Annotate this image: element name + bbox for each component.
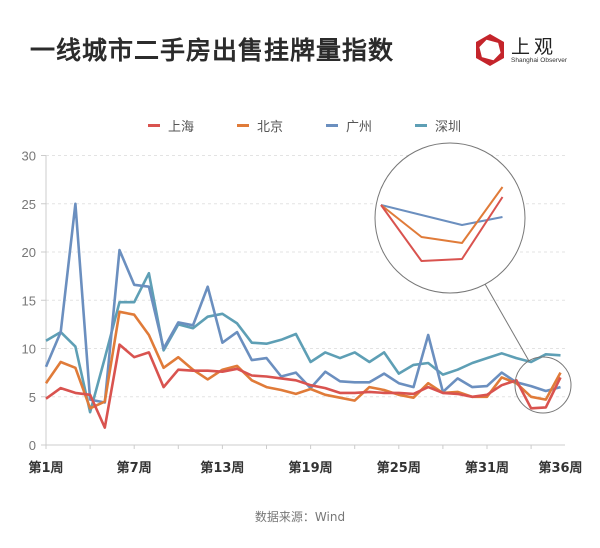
magnified-line-guangzhou [380,204,503,226]
x-tick-label: 第19周 [289,460,333,476]
legend-swatch-icon [237,124,250,127]
x-tick-label: 第1周 [28,460,63,476]
series-line-guangzhou [44,202,561,404]
x-tick-label: 第25周 [377,460,421,476]
legend-label: 广州 [346,120,373,135]
y-tick-label: 25 [22,197,36,212]
legend-item-shenzhen: 深圳 [415,116,461,135]
y-tick-label: 5 [29,390,36,405]
series-line-shenzhen [45,271,561,414]
hexagon-logo-icon [476,34,504,66]
legend-item-guangzhou: 广州 [326,116,372,135]
y-tick-label: 0 [29,438,36,453]
shanghai-observer-logo: 上观 Shanghai Observer [473,33,583,73]
legend-label: 深圳 [435,120,462,135]
legend-label: 北京 [257,120,284,135]
y-tick-label: 20 [22,245,36,260]
magnifier-small-circle [514,356,572,414]
x-tick-label: 第31周 [465,460,509,476]
legend-label: 上海 [168,120,195,135]
magnifier-connector [484,283,530,362]
x-tick-label: 第13周 [200,460,244,476]
series-line-shanghai [45,343,562,429]
y-tick-label: 10 [22,342,36,357]
line-chart: 0 5 10 15 20 25 30 第1周 第7周 第13周 第19周 第25周 第31周 第36周 [22,142,583,476]
chart-title: 一线城市二手房出售挂牌量指数 [30,36,395,65]
x-tick-label: 第7周 [117,460,152,476]
logo-subtext: Shanghai Observer [511,57,568,64]
legend-swatch-icon [326,124,339,127]
magnified-line-shanghai [380,196,504,262]
magnified-line-beijing [380,186,504,244]
y-tick-label: 30 [22,149,36,164]
x-tick-label: 第36周 [538,460,582,476]
logo-text: 上观 [511,36,558,58]
legend-swatch-icon [415,124,428,127]
legend-item-shanghai: 上海 [148,116,194,135]
legend-swatch-icon [148,124,160,127]
data-source: 数据来源：Wind [254,510,346,524]
magnifier-large-circle [374,142,526,294]
y-tick-label: 15 [22,293,36,308]
legend-item-beijing: 北京 [237,116,283,135]
chart-legend: 上海 北京 广州 深圳 [148,116,504,135]
